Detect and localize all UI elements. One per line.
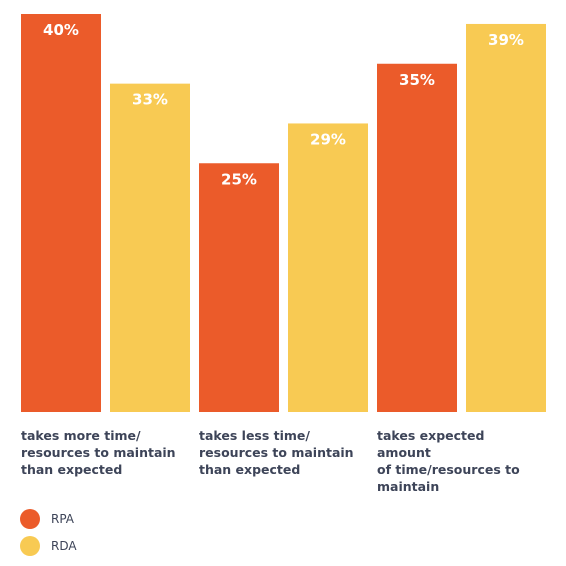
data-label-rpa-1: 25% [221, 170, 257, 188]
category-label-1-line-2: than expected [199, 462, 301, 477]
category-label-2-line-0: takes expected amount [377, 428, 485, 460]
bar-rda-2 [466, 23, 546, 412]
category-label-0-line-1: resources to maintain [21, 445, 176, 460]
data-label-rda-1: 29% [310, 130, 346, 148]
category-label-0-line-2: than expected [21, 462, 123, 477]
data-label-rpa-0: 40% [43, 21, 79, 39]
legend-swatch-rpa [20, 509, 40, 529]
category-label-2: takes expected amount of time/resources … [377, 427, 537, 495]
legend-item-rda: RDA [20, 536, 77, 556]
category-label-1-line-0: takes less time/ [199, 428, 310, 443]
legend-item-rpa: RPA [20, 509, 77, 529]
category-label-1-line-1: resources to maintain [199, 445, 354, 460]
legend-swatch-rda [20, 536, 40, 556]
legend: RPA RDA [20, 509, 77, 563]
bar-rpa-2 [377, 63, 457, 412]
data-label-rpa-2: 35% [399, 71, 435, 89]
category-label-1: takes less time/ resources to maintain t… [199, 427, 359, 478]
data-label-rda-2: 39% [488, 31, 524, 49]
category-label-0: takes more time/ resources to maintain t… [21, 427, 181, 478]
category-label-2-line-2: maintain [377, 479, 440, 494]
data-label-rda-0: 33% [132, 91, 168, 109]
legend-label-rpa: RPA [51, 512, 75, 526]
bar-rda-1 [288, 123, 368, 412]
category-label-2-line-1: of time/resources to [377, 462, 520, 477]
category-label-0-line-0: takes more time/ [21, 428, 141, 443]
bar-rpa-1 [199, 163, 279, 412]
bar-rda-0 [110, 83, 190, 413]
bar-rpa-0 [21, 14, 101, 412]
legend-label-rda: RDA [51, 539, 77, 553]
